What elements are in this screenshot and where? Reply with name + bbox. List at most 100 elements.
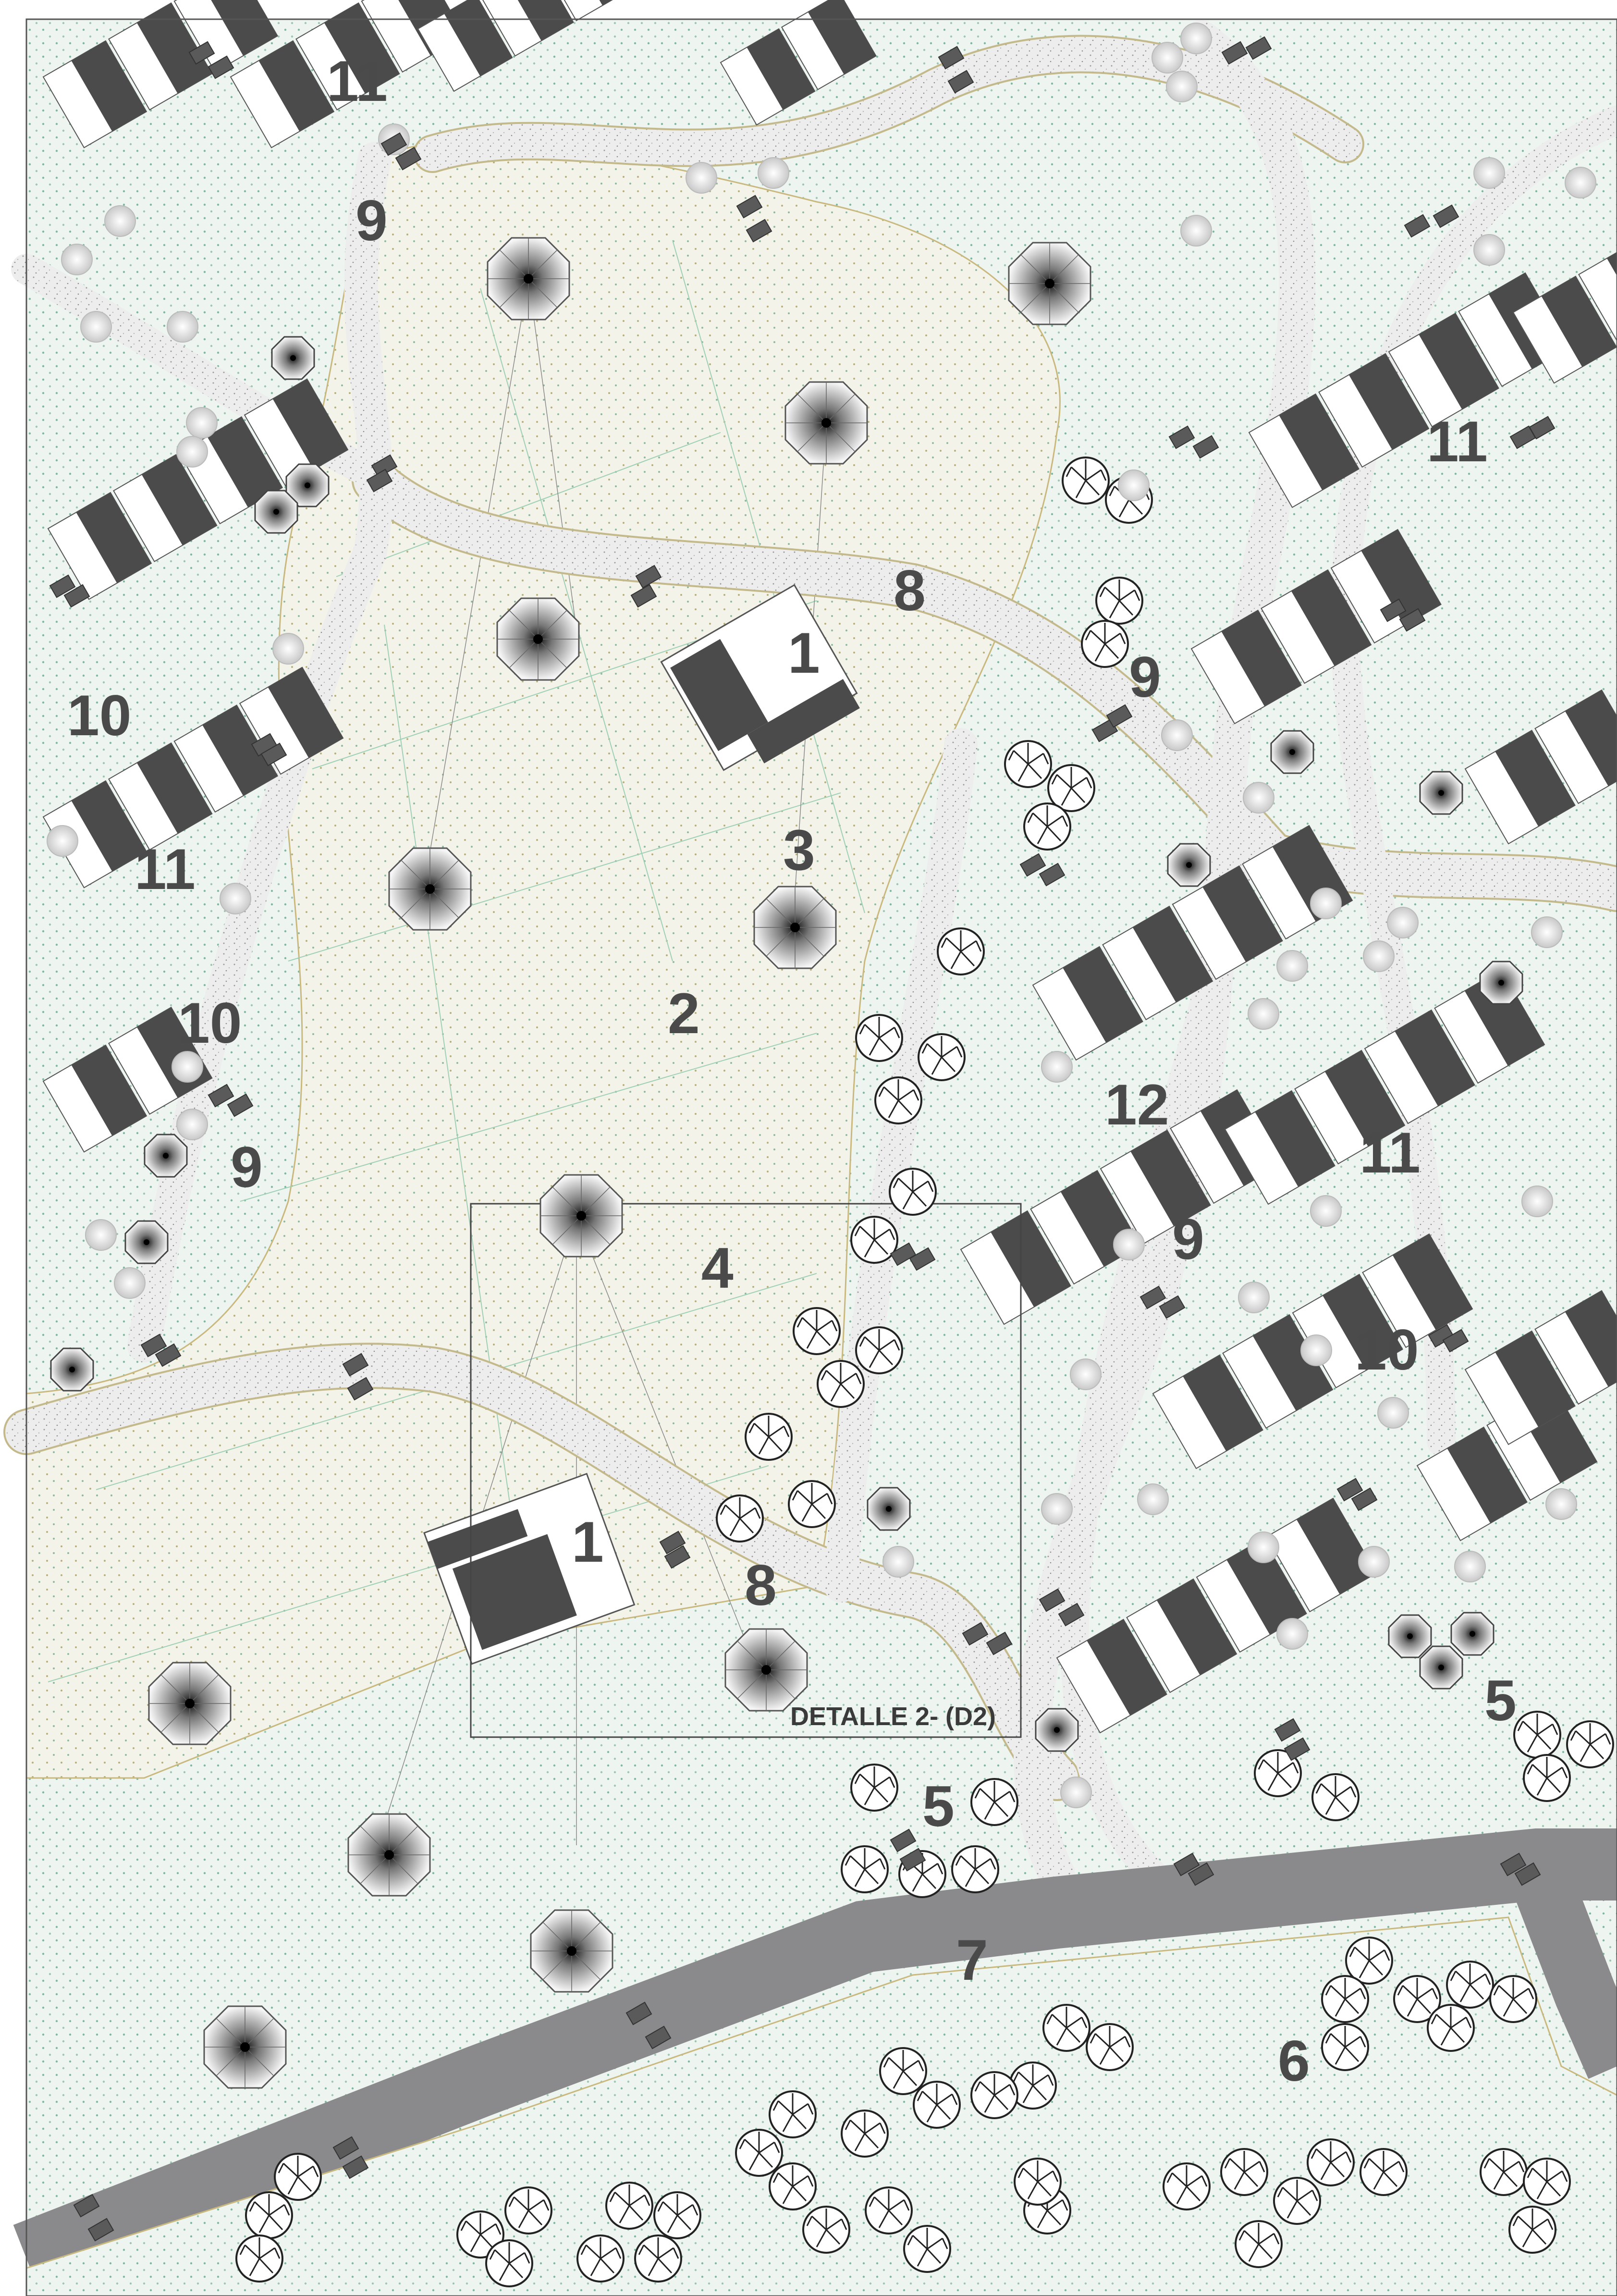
tree-icon xyxy=(874,1076,922,1124)
umbrella-icon xyxy=(867,1487,911,1531)
tree-icon xyxy=(889,1168,937,1216)
tree-icon xyxy=(235,2234,283,2283)
zone-label-10: 10 xyxy=(1355,1318,1419,1382)
tree-icon xyxy=(841,1845,889,1893)
tree-icon xyxy=(1004,740,1052,788)
zone-label-1: 1 xyxy=(788,621,820,685)
tree-icon xyxy=(951,1845,999,1893)
southern-park xyxy=(25,1916,1617,2296)
shrub-icon xyxy=(1276,1618,1308,1650)
detail-frame-label: DETALLE 2- (D2) xyxy=(790,1702,996,1731)
shrub-icon xyxy=(1473,157,1505,189)
zone-label-9: 9 xyxy=(1129,645,1161,709)
umbrella-icon xyxy=(1035,1708,1079,1752)
shrub-icon xyxy=(1310,1195,1342,1227)
shrub-icon xyxy=(686,162,717,194)
zone-label-3: 3 xyxy=(783,818,815,882)
shrub-icon xyxy=(758,157,789,189)
octagonal-pavilion-icon xyxy=(487,237,570,321)
gravel-paths xyxy=(3,20,1617,1892)
tree-icon xyxy=(1095,577,1143,625)
tree-icon xyxy=(841,2110,889,2158)
shrub-icon xyxy=(1161,719,1193,751)
tree-icon xyxy=(634,2234,682,2283)
tree-icon xyxy=(485,2239,533,2287)
tree-icon xyxy=(903,2225,951,2273)
tree-icon xyxy=(1446,1961,1494,2009)
octagonal-pavilion-icon xyxy=(724,1628,808,1712)
umbrella-icon xyxy=(1450,1612,1494,1656)
shrub-icon xyxy=(1180,215,1212,247)
shrub-icon xyxy=(1358,1546,1390,1578)
tree-icon xyxy=(970,1778,1018,1826)
shrub-icon xyxy=(1377,1397,1409,1429)
shrub-icon xyxy=(1041,1493,1073,1525)
tree-icon xyxy=(653,2191,701,2239)
shrub-icon xyxy=(272,633,304,665)
shrub-icon xyxy=(1310,888,1342,919)
umbrella-icon xyxy=(144,1134,188,1178)
zone-label-5: 5 xyxy=(1484,1668,1517,1733)
tree-icon xyxy=(576,2234,625,2283)
shrub-icon xyxy=(1152,42,1183,74)
service-building-south xyxy=(423,1472,636,1665)
map-border xyxy=(25,18,1617,2296)
zone-label-10: 10 xyxy=(67,683,131,748)
shrub-icon xyxy=(1180,23,1212,54)
umbrella-icon xyxy=(124,1220,169,1264)
zone-label-11: 11 xyxy=(1427,409,1488,474)
tree-icon xyxy=(1042,2004,1090,2052)
shrub-icon xyxy=(1248,1531,1279,1563)
umbrella-icon xyxy=(1270,730,1314,774)
shrub-icon xyxy=(1060,1777,1092,1808)
tree-icon xyxy=(850,1764,898,1812)
zone-label-11: 11 xyxy=(1360,1121,1421,1185)
tree-icon xyxy=(1321,1975,1369,2023)
umbrella-icon xyxy=(1388,1614,1432,1658)
shrub-icon xyxy=(176,1109,208,1140)
zone-label-2: 2 xyxy=(668,981,700,1046)
shrub-icon xyxy=(114,1267,146,1299)
shrub-icon xyxy=(1363,940,1395,972)
tree-icon xyxy=(937,927,985,975)
tree-icon xyxy=(769,2090,817,2138)
shrub-icon xyxy=(176,436,208,468)
shrub-icon xyxy=(104,205,136,237)
housing-row xyxy=(1464,1290,1617,1445)
zone-label-4: 4 xyxy=(701,1236,734,1300)
tree-icon xyxy=(1566,1720,1614,1768)
tree-icon xyxy=(970,2071,1018,2119)
zone-label-7: 7 xyxy=(956,1928,988,1992)
zone-label-9: 9 xyxy=(1172,1207,1204,1271)
tree-icon xyxy=(850,1216,898,1264)
tree-icon xyxy=(1311,1773,1360,1821)
tree-icon xyxy=(245,2191,293,2239)
zone-label-5: 5 xyxy=(922,1774,955,1839)
tree-icon xyxy=(879,2047,927,2095)
tree-icon xyxy=(855,1014,903,1062)
shrub-icon xyxy=(1248,998,1279,1030)
tree-icon xyxy=(274,2153,322,2201)
shrub-icon xyxy=(1041,1051,1073,1083)
shrub-icon xyxy=(1118,469,1150,501)
tree-icon xyxy=(788,1480,836,1528)
octagonal-pavilion-icon xyxy=(530,1909,613,1993)
octagonal-pavilion-icon xyxy=(148,1662,232,1745)
umbrella-icon xyxy=(254,490,298,534)
shrub-icon xyxy=(85,1219,117,1251)
shrub-icon xyxy=(220,883,251,914)
shrub-icon xyxy=(1166,71,1198,102)
octagonal-pavilion-icon xyxy=(388,847,472,931)
tree-icon xyxy=(1360,2148,1408,2196)
tree-icon xyxy=(918,1033,966,1081)
tree-icon xyxy=(817,1360,865,1408)
tree-icon xyxy=(1086,2023,1134,2071)
tree-icon xyxy=(1321,2023,1369,2071)
housing-blocks xyxy=(42,0,1617,1734)
housing-row xyxy=(1190,529,1442,725)
housing-row xyxy=(1056,1497,1377,1734)
umbrella-icon xyxy=(1479,961,1523,1005)
tree-icon xyxy=(605,2182,653,2230)
tree-icon xyxy=(504,2186,552,2234)
tree-icon xyxy=(1508,2206,1556,2254)
